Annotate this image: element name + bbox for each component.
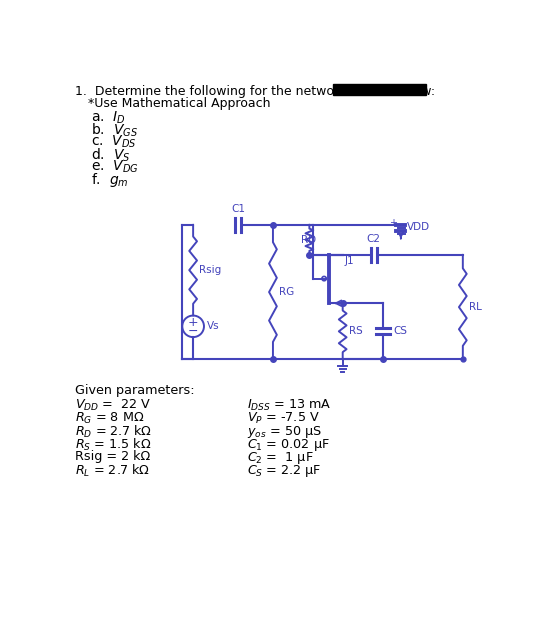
Text: $C_1$ = 0.02 μF: $C_1$ = 0.02 μF — [247, 437, 330, 453]
Text: *Use Mathematical Approach: *Use Mathematical Approach — [88, 97, 270, 110]
Text: $R_D$ = 2.7 kΩ: $R_D$ = 2.7 kΩ — [75, 424, 152, 440]
Text: RD: RD — [301, 235, 316, 245]
Text: J1: J1 — [345, 256, 354, 266]
Text: d.  $V_S$: d. $V_S$ — [91, 146, 130, 164]
Text: c.  $V_{DS}$: c. $V_{DS}$ — [91, 134, 137, 150]
Text: $R_S$ = 1.5 kΩ: $R_S$ = 1.5 kΩ — [75, 437, 152, 453]
Text: RL: RL — [469, 302, 482, 312]
Text: Vs: Vs — [207, 321, 220, 332]
Text: $V_{DD}$ =  22 V: $V_{DD}$ = 22 V — [75, 398, 152, 413]
Text: +: + — [389, 218, 397, 228]
Text: $V_P$ = -7.5 V: $V_P$ = -7.5 V — [247, 411, 320, 426]
Text: C1: C1 — [231, 204, 245, 214]
Text: RS: RS — [349, 327, 363, 336]
Text: C2: C2 — [367, 234, 380, 244]
Text: $C_2$ =  1 μF: $C_2$ = 1 μF — [247, 450, 314, 466]
Text: RG: RG — [279, 287, 294, 297]
Text: $y_{os}$ = 50 μS: $y_{os}$ = 50 μS — [247, 424, 322, 440]
Text: e.  $V_{DG}$: e. $V_{DG}$ — [91, 158, 139, 175]
Text: $C_S$ = 2.2 μF: $C_S$ = 2.2 μF — [247, 463, 321, 479]
Text: b.  $V_{GS}$: b. $V_{GS}$ — [91, 122, 138, 139]
Text: a.  $I_D$: a. $I_D$ — [91, 109, 126, 126]
Text: +: + — [188, 316, 199, 329]
Text: VDD: VDD — [407, 222, 430, 231]
Text: −: − — [188, 325, 199, 337]
FancyBboxPatch shape — [332, 84, 426, 94]
Text: CS: CS — [394, 326, 408, 336]
Text: Rsig = 2 kΩ: Rsig = 2 kΩ — [75, 450, 150, 463]
Text: 1.  Determine the following for the network shown below:: 1. Determine the following for the netwo… — [75, 86, 435, 98]
Text: Given parameters:: Given parameters: — [75, 384, 195, 397]
Text: $I_{DSS}$ = 13 mA: $I_{DSS}$ = 13 mA — [247, 398, 332, 413]
Text: $R_G$ = 8 MΩ: $R_G$ = 8 MΩ — [75, 411, 145, 426]
Text: Rsig: Rsig — [199, 265, 222, 275]
Text: $R_L$ = 2.7 kΩ: $R_L$ = 2.7 kΩ — [75, 463, 150, 479]
Text: f.  $g_m$: f. $g_m$ — [91, 171, 129, 189]
